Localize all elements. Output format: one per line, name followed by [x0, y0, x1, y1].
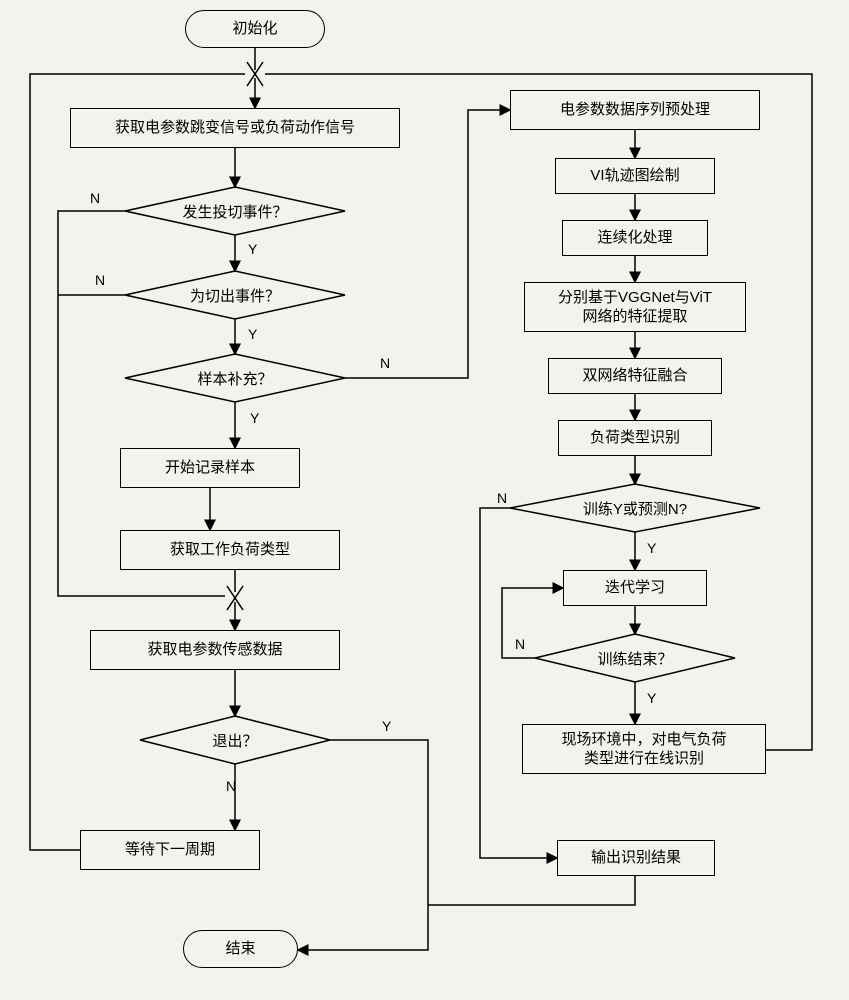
- node-wait-next: 等待下一周期: [80, 830, 260, 870]
- edge-label-d5-y: Y: [647, 540, 656, 556]
- node-label: 初始化: [232, 19, 277, 39]
- node-preprocess: 电参数数据序列预处理: [510, 90, 760, 130]
- node-record-sample: 开始记录样本: [120, 448, 300, 488]
- node-online: 现场环境中，对电气负荷 类型进行在线识别: [522, 724, 766, 774]
- edge-label-d5-n: N: [497, 490, 507, 506]
- label-d4: 退出？: [175, 729, 295, 751]
- node-label: 输出识别结果: [591, 848, 681, 868]
- edge-label-d1-n: N: [90, 190, 100, 206]
- label-d3: 样本补充？: [155, 367, 315, 389]
- node-get-load-type: 获取工作负荷类型: [120, 530, 340, 570]
- node-label: 电参数数据序列预处理: [560, 100, 710, 120]
- node-label: 获取工作负荷类型: [170, 540, 290, 560]
- node-label: 等待下一周期: [125, 840, 215, 860]
- node-iterate: 迭代学习: [563, 570, 707, 606]
- node-label: 获取电参数跳变信号或负荷动作信号: [115, 118, 355, 138]
- node-label: 结束: [225, 939, 255, 959]
- edge-label-d1-y: Y: [248, 241, 257, 257]
- label-d5: 训练Y或预测N?: [555, 497, 715, 519]
- node-get-sensor: 获取电参数传感数据: [90, 630, 340, 670]
- edge-label-d3-y: Y: [250, 410, 259, 426]
- node-feature-extract: 分别基于VGGNet与ViT 网络的特征提取: [524, 282, 746, 332]
- node-label: 迭代学习: [605, 578, 665, 598]
- node-output: 输出识别结果: [557, 840, 715, 876]
- label-d6: 训练结束？: [565, 647, 705, 669]
- node-label: 双网络特征融合: [582, 366, 687, 386]
- node-recognition: 负荷类型识别: [558, 420, 712, 456]
- node-label: 连续化处理: [597, 228, 672, 248]
- edge-label-d6-y: Y: [647, 690, 656, 706]
- edge-label-d4-n: N: [226, 778, 236, 794]
- edge-label-d3-n: N: [380, 355, 390, 371]
- node-fusion: 双网络特征融合: [548, 358, 722, 394]
- node-label: 负荷类型识别: [590, 428, 680, 448]
- node-vi-plot: VI轨迹图绘制: [555, 158, 715, 194]
- node-end: 结束: [183, 930, 298, 968]
- node-continuous: 连续化处理: [562, 220, 708, 256]
- label-d2: 为切出事件？: [155, 284, 315, 306]
- node-get-signal: 获取电参数跳变信号或负荷动作信号: [70, 108, 400, 148]
- node-start: 初始化: [185, 10, 325, 48]
- edge-label-d2-y: Y: [248, 326, 257, 342]
- label-d1: 发生投切事件？: [155, 200, 315, 222]
- node-label: 获取电参数传感数据: [147, 640, 282, 660]
- node-label: 现场环境中，对电气负荷 类型进行在线识别: [561, 730, 726, 769]
- edge-label-d4-y: Y: [382, 718, 391, 734]
- edge-label-d2-n: N: [95, 272, 105, 288]
- node-label: 开始记录样本: [165, 458, 255, 478]
- edge-label-d6-n: N: [515, 636, 525, 652]
- node-label: 分别基于VGGNet与ViT 网络的特征提取: [558, 288, 712, 327]
- node-label: VI轨迹图绘制: [590, 166, 679, 186]
